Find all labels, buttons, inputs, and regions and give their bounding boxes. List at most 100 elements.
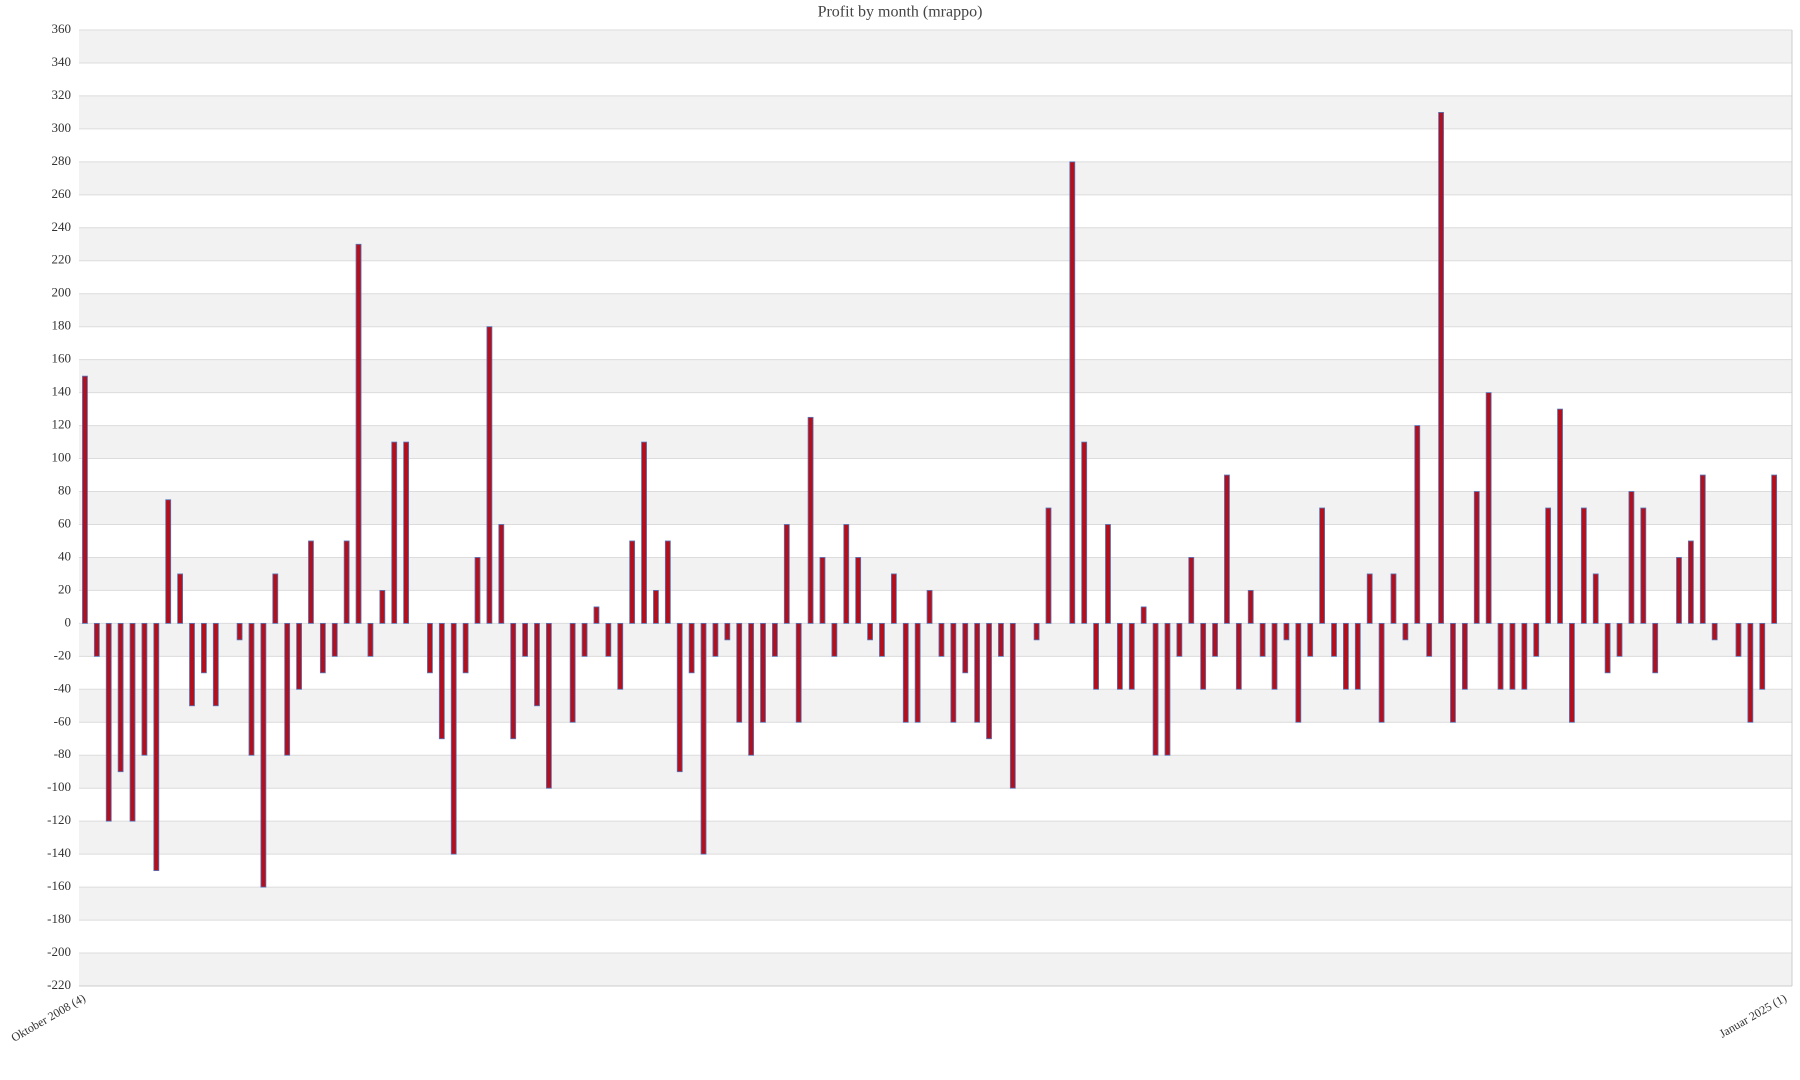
- bar: [1224, 474, 1230, 624]
- bar: [331, 622, 338, 657]
- y-tick-label: -100: [47, 779, 71, 794]
- bar: [1735, 622, 1742, 657]
- grid-band: [79, 227, 1792, 261]
- bar: [653, 590, 659, 624]
- bar: [1343, 622, 1349, 690]
- bar: [391, 441, 398, 624]
- bar: [1687, 540, 1694, 624]
- y-tick-label: 120: [52, 417, 72, 432]
- bar: [248, 622, 255, 756]
- bar: [522, 622, 528, 657]
- grid-band: [79, 293, 1792, 327]
- bar: [236, 622, 243, 641]
- y-tick-label: 360: [52, 21, 72, 36]
- bar: [629, 540, 636, 624]
- bar: [974, 622, 981, 723]
- bar: [1271, 622, 1278, 690]
- bar: [724, 622, 731, 641]
- y-tick-label: 160: [52, 351, 72, 366]
- bar: [141, 622, 148, 756]
- bar: [772, 622, 778, 657]
- grid-band: [79, 425, 1792, 459]
- y-tick-label: 320: [52, 87, 72, 102]
- y-tick-label: -180: [47, 911, 71, 926]
- bar: [189, 622, 195, 707]
- bar: [843, 524, 850, 624]
- bar: [1164, 622, 1171, 756]
- grid-band: [79, 953, 1792, 986]
- y-tick-label: 100: [52, 450, 72, 465]
- bar: [284, 622, 291, 756]
- grid-band: [79, 30, 1792, 63]
- grid-band: [79, 359, 1792, 393]
- bar: [1676, 557, 1682, 624]
- bar: [1616, 622, 1623, 657]
- y-tick-label: -80: [54, 746, 71, 761]
- bar: [581, 622, 588, 657]
- bar: [177, 573, 184, 624]
- bar: [1200, 622, 1207, 690]
- bar: [1485, 392, 1492, 624]
- y-tick-label: -200: [47, 944, 71, 959]
- bar: [962, 622, 969, 674]
- bar: [1188, 557, 1195, 624]
- y-tick-label: 40: [58, 548, 71, 563]
- bar: [760, 622, 766, 723]
- bar: [902, 622, 909, 723]
- bar: [129, 622, 136, 822]
- y-tick-label: -40: [54, 680, 71, 695]
- bar: [1759, 622, 1766, 690]
- bar: [938, 622, 945, 657]
- bar: [1128, 622, 1135, 690]
- bar: [593, 606, 600, 624]
- bar: [617, 622, 624, 690]
- y-tick-label: 60: [58, 515, 71, 530]
- bar: [1283, 622, 1290, 641]
- bar: [1521, 622, 1528, 690]
- bar: [486, 326, 493, 624]
- bar: [93, 622, 100, 657]
- y-tick-label: 340: [52, 54, 72, 69]
- bar: [1354, 622, 1361, 690]
- bar: [605, 622, 612, 657]
- x-tick-label: Januar 2025 (1): [1717, 991, 1789, 1041]
- bar: [831, 622, 838, 657]
- chart-title: Profit by month (mrappo): [818, 4, 983, 21]
- bar: [403, 441, 410, 624]
- bar: [355, 243, 362, 624]
- bar: [1604, 622, 1611, 674]
- bar: [545, 622, 552, 789]
- y-tick-label: 280: [52, 153, 72, 168]
- bar: [1402, 622, 1409, 641]
- bar: [736, 622, 743, 723]
- bar: [712, 622, 719, 657]
- y-tick-label: -120: [47, 812, 71, 827]
- bar: [700, 622, 707, 855]
- bar: [795, 622, 802, 723]
- bar: [1438, 112, 1444, 624]
- bar: [998, 622, 1004, 657]
- bar: [117, 622, 124, 773]
- y-tick-label: 260: [52, 186, 72, 201]
- bar: [1366, 573, 1373, 624]
- bar: [260, 622, 267, 888]
- bar: [1093, 622, 1099, 690]
- grid-band: [79, 755, 1792, 789]
- bar: [343, 540, 350, 624]
- bar: [807, 416, 814, 624]
- bar: [1235, 622, 1242, 690]
- bar: [165, 499, 172, 624]
- bar: [1569, 622, 1575, 723]
- bar: [1414, 425, 1421, 624]
- bar: [1247, 590, 1254, 624]
- bar: [914, 622, 921, 723]
- bar: [688, 622, 695, 674]
- bar: [1319, 507, 1326, 624]
- bar: [1176, 622, 1183, 657]
- grid-band: [79, 557, 1792, 591]
- bar: [212, 622, 219, 707]
- bar: [1378, 622, 1385, 723]
- grid-band: [79, 161, 1792, 195]
- bar: [950, 622, 957, 723]
- bar: [819, 557, 826, 624]
